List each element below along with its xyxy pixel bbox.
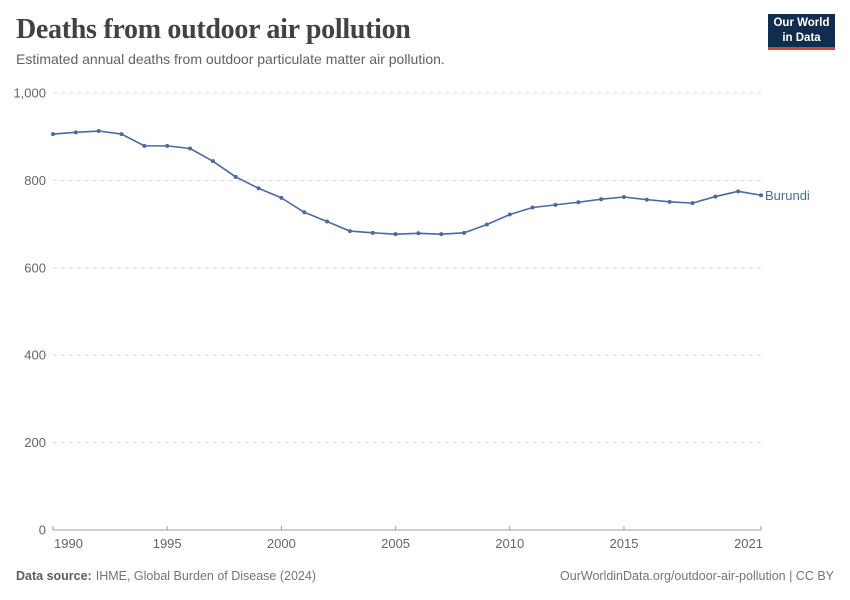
owid-logo-line1: Our World [773,17,830,30]
x-tick-label: 2000 [267,536,296,551]
data-source-note: Data source: IHME, Global Burden of Disea… [16,569,316,583]
owid-logo[interactable]: Our World in Data [768,14,835,50]
data-point[interactable] [667,199,672,204]
data-source-label: Data source: [16,569,92,583]
y-tick-label: 800 [24,173,46,188]
data-point[interactable] [621,195,626,200]
data-point[interactable] [644,197,649,202]
credit-link[interactable]: OurWorldinData.org/outdoor-air-pollution… [560,569,834,583]
data-point[interactable] [233,174,238,179]
data-point[interactable] [165,143,170,148]
data-point[interactable] [599,197,604,202]
data-point[interactable] [462,230,467,235]
y-tick-label: 1,000 [13,86,46,101]
data-point[interactable] [347,229,352,234]
data-point[interactable] [210,159,215,164]
data-point[interactable] [507,212,512,217]
data-point[interactable] [393,232,398,237]
y-tick-label: 600 [24,260,46,275]
data-point[interactable] [484,222,489,227]
x-tick-label: 2021 [734,536,763,551]
trend-line[interactable] [52,130,762,235]
x-tick-label: 1990 [54,536,83,551]
owid-logo-line2: in Data [782,31,821,44]
data-point[interactable] [530,205,535,210]
data-point[interactable] [302,210,307,215]
x-tick-label: 2015 [610,536,639,551]
data-point[interactable] [370,230,375,235]
data-point[interactable] [96,129,101,134]
data-point[interactable] [188,146,193,151]
data-point[interactable] [325,219,330,224]
data-source-text: IHME, Global Burden of Disease (2024) [95,569,316,583]
x-tick-label: 2010 [495,536,524,551]
data-point[interactable] [736,189,741,194]
series-label[interactable]: Burundi [765,188,810,203]
y-tick-label: 200 [24,435,46,450]
data-point[interactable] [439,232,444,237]
data-point[interactable] [119,132,124,137]
data-point[interactable] [553,202,558,207]
data-point[interactable] [759,193,763,198]
data-point[interactable] [279,195,284,200]
data-point[interactable] [73,130,78,135]
chart-title: Deaths from outdoor air pollution [16,14,411,45]
data-point[interactable] [142,143,147,148]
y-tick-label: 0 [39,523,46,538]
chart-subtitle: Estimated annual deaths from outdoor par… [16,51,445,67]
x-tick-label: 2005 [381,536,410,551]
y-tick-label: 400 [24,348,46,363]
data-point[interactable] [256,186,261,191]
data-point[interactable] [51,132,55,137]
x-tick-label: 1995 [153,536,182,551]
data-point[interactable] [576,200,581,205]
data-point[interactable] [690,201,695,206]
data-point[interactable] [416,231,421,236]
data-point[interactable] [713,194,718,199]
